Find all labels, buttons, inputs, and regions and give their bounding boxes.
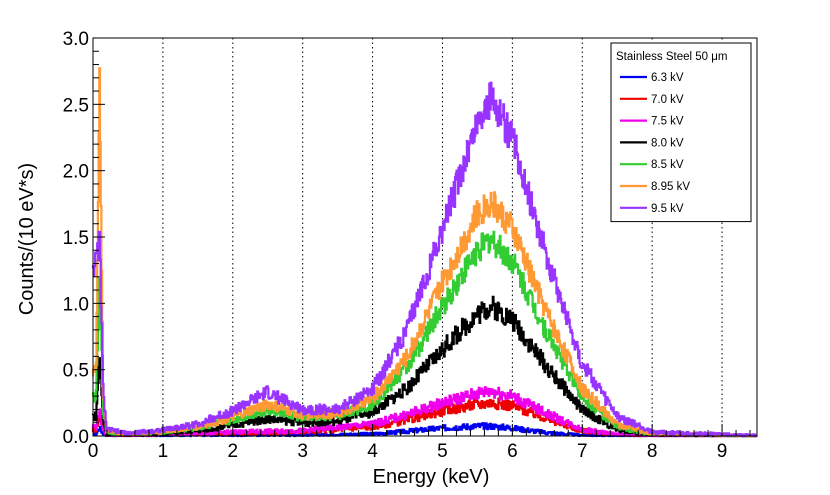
y-tick-label-0: 0.0 bbox=[63, 427, 89, 448]
legend-box bbox=[610, 42, 752, 223]
legend-label-0: 6.3 kV bbox=[651, 72, 684, 84]
legend-label-2: 7.5 kV bbox=[651, 116, 684, 128]
x-axis-title: Energy (keV) bbox=[373, 466, 490, 488]
y-tick-label-1: 0.5 bbox=[63, 361, 89, 382]
x-tick-label-7: 7 bbox=[577, 441, 588, 462]
legend-label-5: 8.95 kV bbox=[651, 181, 690, 193]
x-tick-label-8: 8 bbox=[647, 441, 658, 462]
series-group bbox=[91, 67, 758, 438]
x-tick-label-6: 6 bbox=[507, 441, 518, 462]
y-tick-label-2: 1.0 bbox=[63, 294, 89, 315]
x-tick-label-5: 5 bbox=[437, 441, 448, 462]
legend-label-4: 8.5 kV bbox=[651, 159, 684, 171]
y-axis-title: Counts/(10 eV*s) bbox=[16, 163, 38, 315]
x-tick-label-1: 1 bbox=[158, 441, 169, 462]
legend-title: Stainless Steel 50 μm bbox=[616, 51, 727, 63]
x-tick-label-0: 0 bbox=[88, 441, 99, 462]
x-tick-label-4: 4 bbox=[367, 441, 378, 462]
y-tick-label-3: 1.5 bbox=[63, 228, 89, 249]
x-tick-label-2: 2 bbox=[228, 441, 239, 462]
tick-labels: 0 1 2 3 4 5 6 7 8 9 0.0 0.5 1.0 1.5 2.0 2.5 3.0 bbox=[63, 29, 728, 462]
x-tick-label-3: 3 bbox=[297, 441, 308, 462]
y-tick-label-5: 2.5 bbox=[63, 95, 89, 116]
legend-label-3: 8.0 kV bbox=[651, 137, 684, 149]
legend-label-1: 7.0 kV bbox=[651, 94, 684, 106]
y-tick-label-6: 3.0 bbox=[63, 29, 89, 50]
x-tick-label-9: 9 bbox=[717, 441, 728, 462]
series-line-9-5-kv bbox=[91, 81, 757, 438]
legend: Stainless Steel 50 μm 6.3 kV 7.0 kV 7.5 kV… bbox=[610, 42, 752, 223]
axis-ticks bbox=[92, 37, 751, 437]
y-tick-label-4: 2.0 bbox=[63, 162, 89, 183]
legend-label-6: 9.5 kV bbox=[651, 203, 684, 215]
